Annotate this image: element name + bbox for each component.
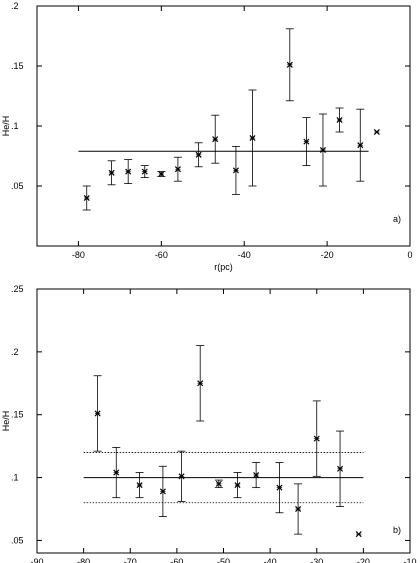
plot-frame: [36, 288, 411, 554]
x-tick-label: -50: [217, 557, 230, 563]
data-point: [355, 531, 362, 538]
y-tick-label: .2: [11, 347, 19, 357]
data-point: [82, 185, 91, 211]
data-point: [302, 117, 311, 167]
data-point: [214, 479, 223, 489]
y-tick-label: .05: [11, 535, 24, 545]
data-point: [373, 128, 380, 136]
data-point: [248, 89, 257, 187]
y-tick-label: .1: [11, 473, 19, 483]
x-tick-label: 0: [407, 250, 412, 260]
y-tick-label: .05: [11, 181, 24, 191]
data-point: [173, 156, 182, 182]
data-point: [312, 400, 321, 477]
data-point: [356, 108, 365, 182]
panel-tag: a): [393, 214, 401, 224]
data-point: [335, 107, 344, 133]
data-point: [294, 483, 303, 535]
x-axis-label: r(pc): [214, 262, 233, 272]
y-axis-label: He/H: [1, 411, 11, 432]
x-tick-label: -80: [77, 557, 90, 563]
y-tick-label: .2: [11, 1, 19, 11]
y-tick-label: .15: [11, 410, 24, 420]
panel-tag: b): [393, 525, 401, 535]
data-point: [93, 375, 102, 452]
data-point: [233, 472, 242, 499]
plot-frame: [36, 5, 411, 247]
x-tick-label: -40: [238, 250, 251, 260]
data-point: [231, 145, 240, 195]
data-point: [318, 113, 327, 187]
y-tick-label: .15: [11, 61, 24, 71]
x-tick-label: -40: [264, 557, 277, 563]
x-tick-label: -70: [124, 557, 137, 563]
x-tick-label: -20: [357, 557, 370, 563]
data-point: [177, 450, 186, 502]
data-point: [196, 345, 205, 422]
data-point: [112, 446, 121, 499]
x-tick-label: -10: [403, 557, 416, 563]
data-point: [135, 472, 144, 499]
x-tick-label: -60: [155, 250, 168, 260]
x-tick-label: -20: [321, 250, 334, 260]
y-tick-label: .25: [11, 284, 24, 294]
data-point: [252, 462, 261, 489]
x-tick-label: -30: [310, 557, 323, 563]
panel-a: -80 -60 -40 -20 0 .05 .1 .15 .2 r(pc) He/H a): [1, 1, 413, 272]
y-axis-label: He/H: [1, 116, 11, 137]
x-tick-label: -80: [72, 250, 85, 260]
x-tick-label: -90: [30, 557, 43, 563]
x-tick-label: -60: [170, 557, 183, 563]
data-point: [107, 160, 116, 186]
y-tick-label: .1: [11, 121, 19, 131]
data-point: [124, 159, 133, 185]
data-point: [336, 430, 345, 507]
data-point: [140, 165, 149, 179]
data-point: [157, 170, 166, 178]
data-point: [194, 142, 203, 168]
data-point: [211, 114, 220, 164]
data-point: [275, 462, 284, 514]
data-point: [158, 465, 167, 517]
panel-b: -90 -80 -70 -60 -50 -40 -30 -20 -10 .05 .1 .15 .2 .25…: [1, 284, 417, 563]
data-point: [285, 28, 294, 102]
